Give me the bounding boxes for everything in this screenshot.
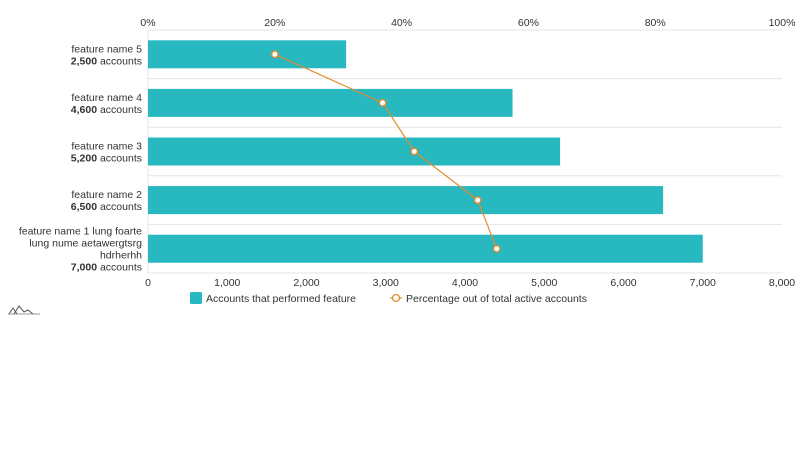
- bar[interactable]: [148, 186, 664, 215]
- line-point[interactable]: [270, 50, 279, 59]
- category-label: feature name 4 4,600 accounts: [71, 92, 142, 116]
- category-labels: feature name 5 2,500 accounts feature name…: [19, 43, 142, 273]
- top-axis-tick-label: 60%: [518, 17, 539, 29]
- legend-marker: [190, 292, 202, 304]
- line-point[interactable]: [492, 244, 501, 253]
- legend-marker: [391, 293, 401, 303]
- legend-item-bar-series[interactable]: Accounts that performed feature: [190, 292, 356, 305]
- category-label: feature name 3 5,200 accounts: [71, 141, 142, 165]
- bar-series[interactable]: [148, 40, 703, 263]
- bar[interactable]: [148, 137, 561, 166]
- x-axis-tick-label: 2,000: [293, 277, 319, 289]
- line-point[interactable]: [473, 196, 482, 205]
- x-axis-tick-label: 4,000: [452, 277, 478, 289]
- bottom-axis: 0 1,000 2,000 3,000 4,000 5,000 6,000 7,000 8,00…: [145, 277, 795, 289]
- amcharts-logo-icon: [8, 305, 40, 315]
- x-axis-tick-label: 1,000: [214, 277, 240, 289]
- line-series[interactable]: [270, 50, 501, 253]
- x-axis-tick-label: 0: [145, 277, 151, 289]
- top-axis: 0% 20% 40% 60% 80% 100%: [140, 17, 795, 29]
- x-axis-tick-label: 6,000: [610, 277, 636, 289]
- legend-label: Accounts that performed feature: [206, 293, 356, 305]
- top-axis-tick-label: 40%: [391, 17, 412, 29]
- legend[interactable]: Accounts that performed feature Percentag…: [190, 292, 587, 305]
- category-label: feature name 5 2,500 accounts: [71, 43, 142, 67]
- bar[interactable]: [148, 234, 703, 263]
- line-point[interactable]: [410, 147, 419, 156]
- x-axis-tick-label: 7,000: [690, 277, 716, 289]
- bar[interactable]: [148, 40, 347, 69]
- legend-item-line-series[interactable]: Percentage out of total active accounts: [390, 293, 587, 305]
- top-axis-tick-label: 0%: [140, 17, 155, 29]
- x-axis-tick-label: 5,000: [531, 277, 557, 289]
- top-axis-tick-label: 80%: [645, 17, 666, 29]
- top-axis-tick-label: 20%: [264, 17, 285, 29]
- category-label: feature name 1 lung foarte lung nume aeta…: [19, 226, 142, 274]
- x-axis-tick-label: 3,000: [373, 277, 399, 289]
- line-point[interactable]: [378, 99, 387, 107]
- x-axis-tick-label: 8,000: [769, 277, 795, 289]
- bar[interactable]: [148, 88, 513, 117]
- grid-lines: [147, 29, 782, 274]
- legend-label: Percentage out of total active accounts: [406, 293, 587, 305]
- category-label: feature name 2 6,500 accounts: [71, 189, 142, 213]
- top-axis-tick-label: 100%: [769, 17, 796, 29]
